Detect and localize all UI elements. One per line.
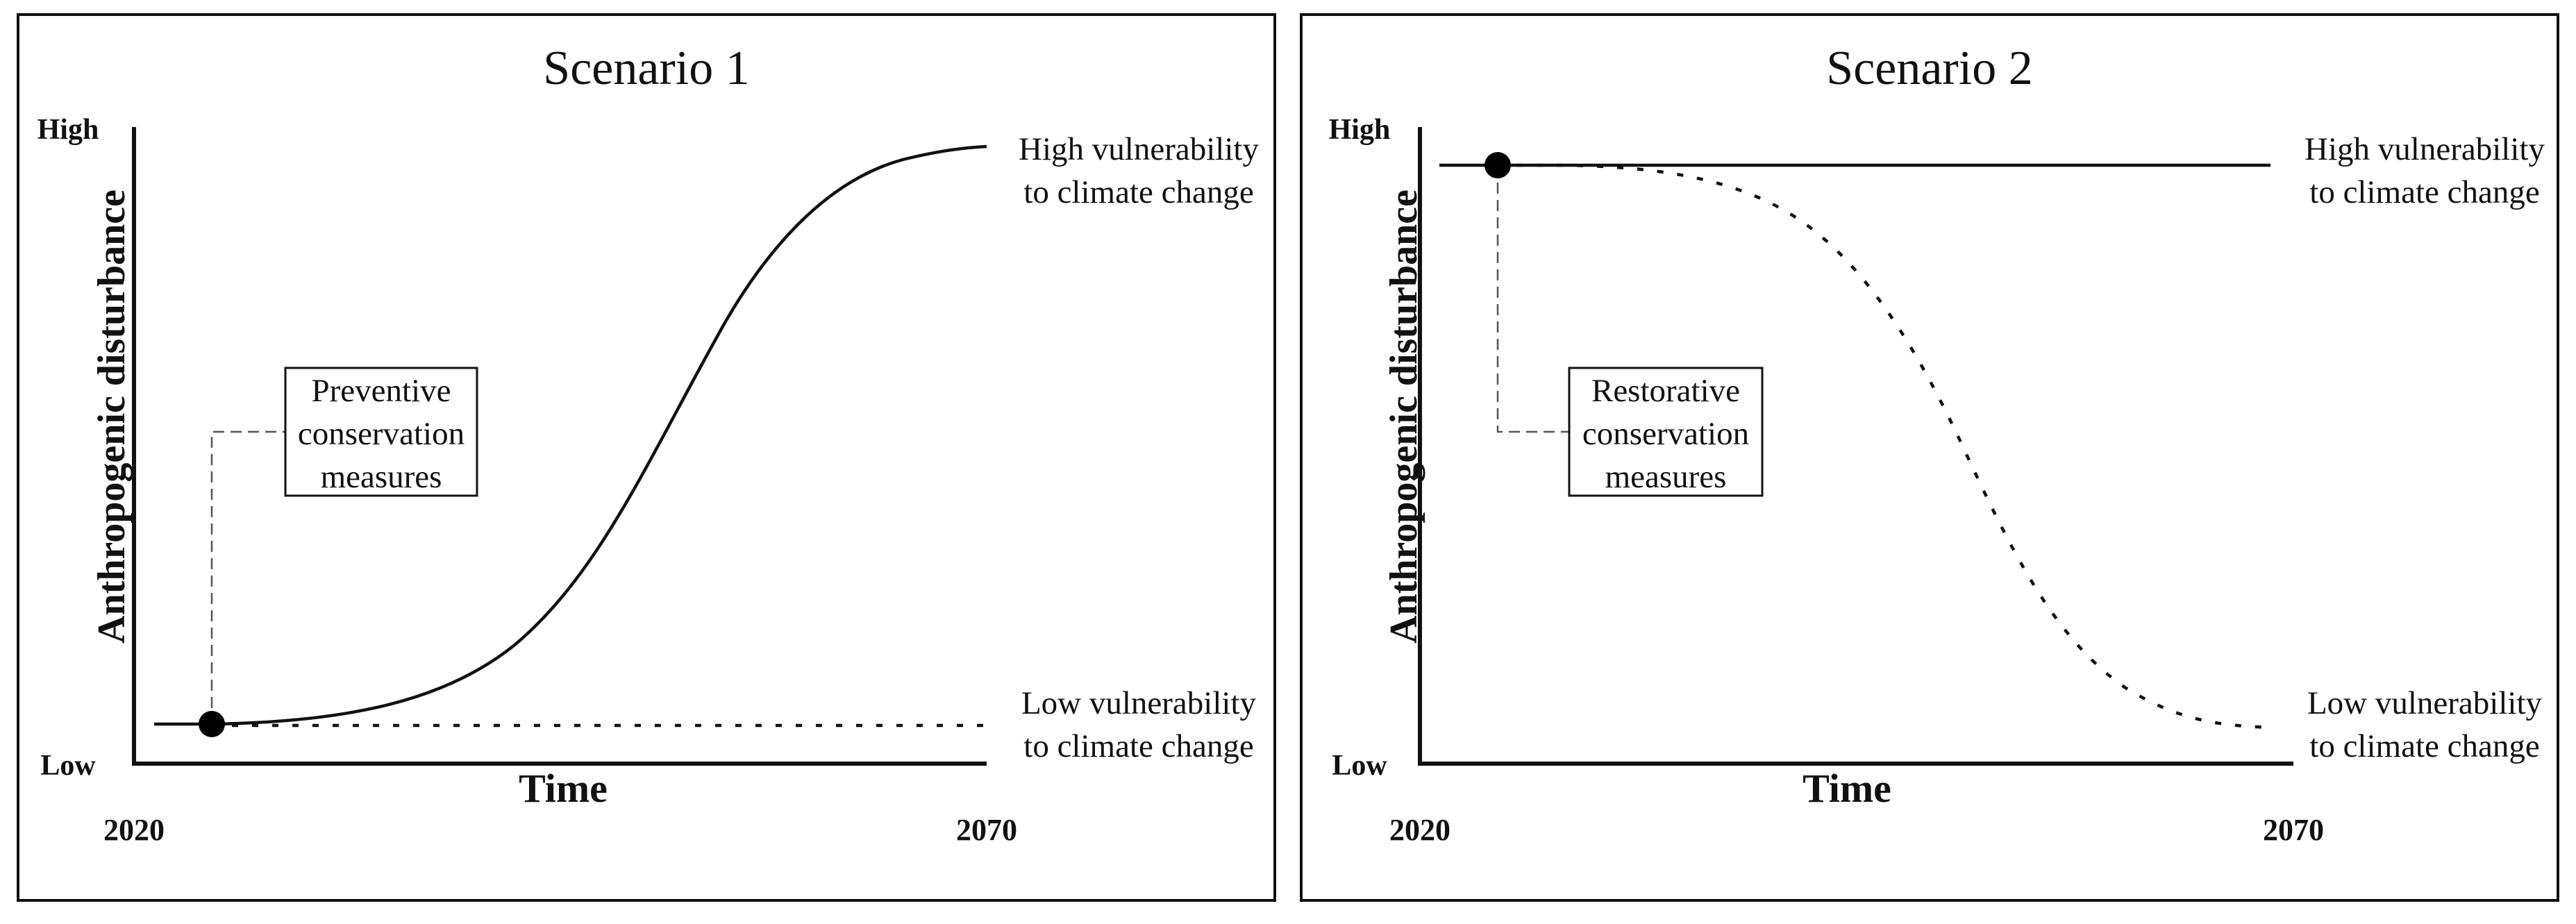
- x-end-label: 2070: [956, 813, 1017, 847]
- x-axis-label: Time: [1803, 766, 1891, 811]
- intervention-leader-line: [210, 430, 285, 725]
- intervention-box: [284, 367, 478, 497]
- axes: [132, 127, 987, 766]
- intervention-label-line-3: measures: [1605, 459, 1727, 495]
- increasing-trajectory-solid: [154, 144, 987, 726]
- panel-scenario-2: Scenario 2 High Low Anthropogenic distur…: [1300, 13, 2559, 902]
- low-end-label-line-1: Low vulnerability: [2307, 685, 2543, 721]
- panel-title: Scenario 1: [543, 42, 749, 95]
- x-start-label: 2020: [1389, 813, 1450, 847]
- intervention-label-line-1: Restorative: [1591, 373, 1740, 409]
- decreasing-trajectory-dotted: [1496, 163, 2271, 730]
- x-start-label: 2020: [103, 813, 165, 847]
- y-high-label: High: [37, 114, 99, 146]
- panel-scenario-1: Scenario 1 High Low Anthropogenic distur…: [17, 13, 1276, 902]
- high-end-label-line-2: to climate change: [2309, 174, 2539, 210]
- y-axis-label: Anthropogenic disturbance: [90, 190, 133, 644]
- intervention-label-line-2: conservation: [298, 416, 465, 452]
- intervention-label-line-3: measures: [321, 459, 442, 495]
- panel-frame: [1300, 13, 2559, 902]
- x-axis-label: Time: [519, 766, 608, 811]
- intervention-leader-line: [1496, 165, 1569, 433]
- intervention-point-marker: [199, 711, 225, 737]
- high-end-label-line-1: High vulnerability: [2305, 131, 2545, 167]
- x-end-label: 2070: [2263, 813, 2324, 847]
- intervention-box: [1568, 367, 1764, 497]
- axes: [1418, 127, 2293, 766]
- y-low-label: Low: [1332, 750, 1387, 782]
- intervention-label-line-1: Preventive: [312, 373, 451, 409]
- panel-frame: [17, 13, 1276, 902]
- intervention-point-marker: [1484, 152, 1511, 178]
- low-end-label-line-1: Low vulnerability: [1021, 685, 1257, 721]
- low-end-label-line-2: to climate change: [2309, 728, 2539, 764]
- high-end-label-line-2: to climate change: [1023, 174, 1253, 210]
- y-high-label: High: [1329, 114, 1391, 146]
- low-end-label-line-2: to climate change: [1023, 728, 1253, 764]
- y-low-label: Low: [40, 750, 96, 782]
- intervention-label-line-2: conservation: [1582, 416, 1749, 452]
- high-end-label-line-1: High vulnerability: [1019, 131, 1259, 167]
- panel-title: Scenario 2: [1826, 42, 2032, 95]
